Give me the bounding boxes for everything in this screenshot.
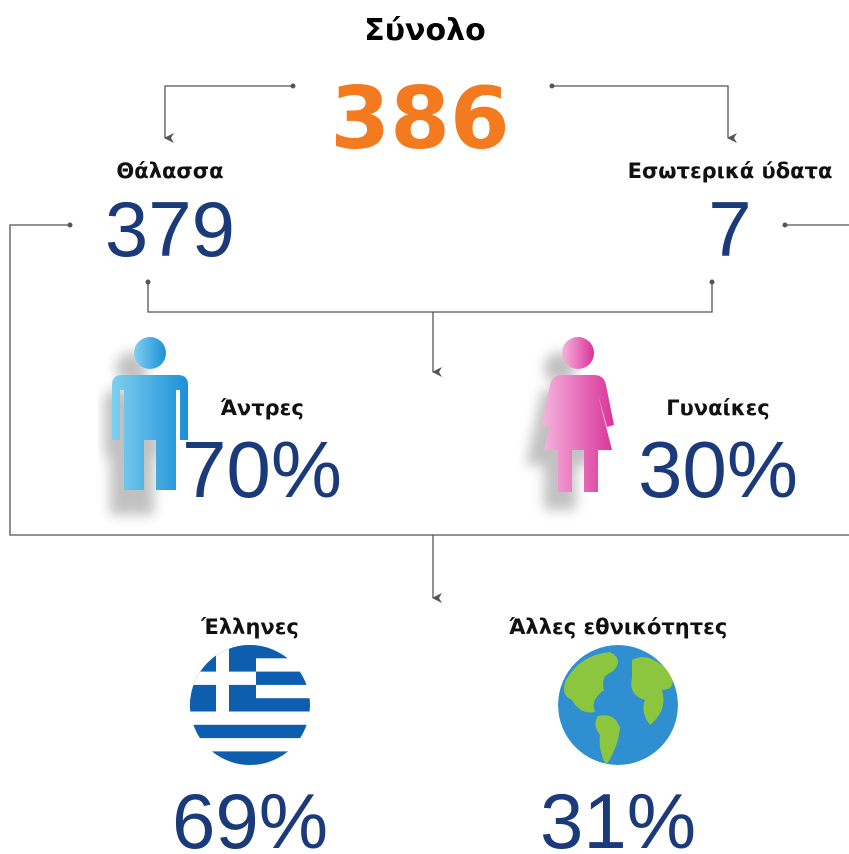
inland-label: Εσωτερικά ύδατα — [628, 159, 833, 183]
connectors — [9, 83, 849, 603]
total-label: Σύνολο — [364, 13, 485, 48]
man-icon — [104, 337, 188, 515]
men-label: Άντρες — [220, 396, 304, 420]
others-value: 31% — [540, 777, 696, 854]
greek-flag — [190, 645, 310, 765]
sea-label: Θάλασσα — [116, 159, 223, 183]
women-value: 30% — [638, 425, 798, 514]
sea-value: 379 — [105, 185, 235, 273]
greeks-label: Έλληνες — [200, 615, 299, 639]
total-value: 386 — [330, 69, 510, 169]
women-label: Γυναίκες — [666, 396, 770, 420]
greeks-value: 69% — [172, 777, 328, 854]
others-label: Άλλες εθνικότητες — [509, 615, 728, 639]
woman-icon — [526, 337, 614, 510]
men-value: 70% — [182, 425, 342, 514]
inland-value: 7 — [708, 185, 751, 273]
globe — [558, 645, 678, 765]
